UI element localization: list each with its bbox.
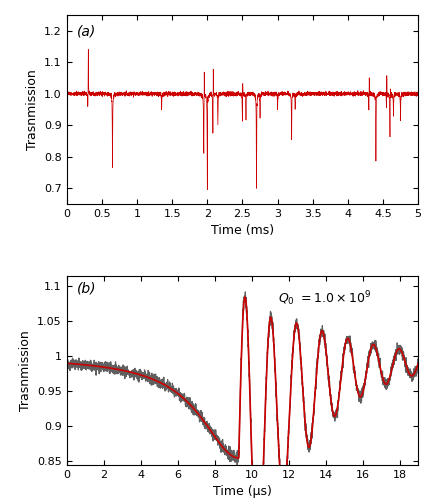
Y-axis label: Trasnmission: Trasnmission bbox=[25, 69, 39, 150]
X-axis label: Time (μs): Time (μs) bbox=[212, 486, 271, 498]
Text: $Q_0\ =1.0\times10^9$: $Q_0\ =1.0\times10^9$ bbox=[277, 289, 370, 308]
X-axis label: Time (ms): Time (ms) bbox=[210, 224, 273, 237]
Y-axis label: Trasnmission: Trasnmission bbox=[18, 330, 31, 411]
Text: (a): (a) bbox=[77, 24, 96, 38]
Text: (b): (b) bbox=[77, 282, 97, 296]
